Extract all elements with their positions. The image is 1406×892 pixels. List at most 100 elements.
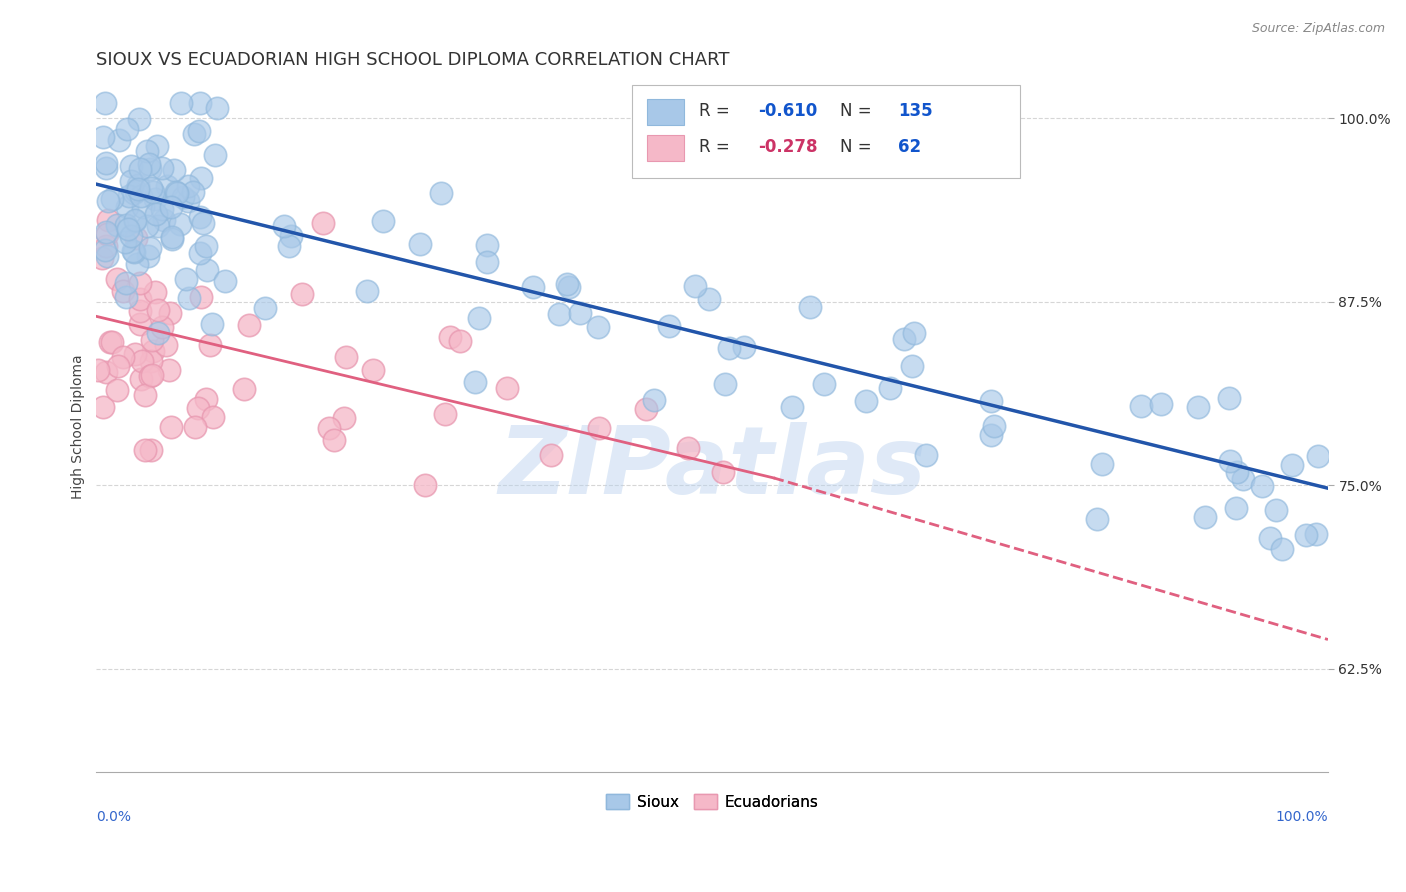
Point <box>129 276 152 290</box>
Point <box>232 382 254 396</box>
Point <box>124 347 146 361</box>
Point <box>177 194 200 209</box>
Point <box>128 112 150 127</box>
Point <box>141 442 163 457</box>
Point <box>214 274 236 288</box>
Point <box>108 133 131 147</box>
Point <box>356 284 378 298</box>
Point <box>1187 401 1209 415</box>
Point <box>194 392 217 406</box>
Point <box>879 381 901 395</box>
Point <box>115 200 138 214</box>
Point <box>634 401 657 416</box>
Point <box>101 192 124 206</box>
Point <box>127 178 149 193</box>
Point <box>87 363 110 377</box>
Point <box>146 219 169 233</box>
Text: R =: R = <box>699 102 734 120</box>
Point <box>187 401 209 415</box>
Point <box>893 332 915 346</box>
Point <box>464 375 486 389</box>
Point <box>291 287 314 301</box>
Point <box>139 368 162 383</box>
Point <box>855 393 877 408</box>
Point <box>799 300 821 314</box>
Point <box>105 384 128 398</box>
Point <box>658 319 681 334</box>
Point <box>254 301 277 315</box>
Text: ZIPatlas: ZIPatlas <box>498 422 927 514</box>
Point <box>129 317 152 331</box>
Point <box>136 249 159 263</box>
Point <box>449 334 471 348</box>
Point <box>568 306 591 320</box>
Point <box>547 307 569 321</box>
Point <box>139 241 162 255</box>
Point <box>94 96 117 111</box>
Point <box>813 377 835 392</box>
Point <box>159 306 181 320</box>
Text: 100.0%: 100.0% <box>1275 810 1327 823</box>
Point <box>318 421 340 435</box>
Point <box>1194 509 1216 524</box>
Text: N =: N = <box>841 138 877 156</box>
Point <box>96 156 118 170</box>
Point <box>1308 449 1330 463</box>
Point <box>141 368 163 382</box>
Point <box>181 185 204 199</box>
Point <box>475 255 498 269</box>
Point <box>588 421 610 435</box>
Point <box>122 186 145 200</box>
Point <box>160 200 183 214</box>
Point <box>322 433 344 447</box>
Point <box>915 448 938 462</box>
Point <box>1225 501 1247 516</box>
Point <box>1305 526 1327 541</box>
Point <box>1258 532 1281 546</box>
Point <box>96 227 118 241</box>
Point <box>1295 528 1317 542</box>
Point <box>94 161 117 175</box>
Point <box>142 185 165 199</box>
Point <box>157 362 180 376</box>
Point <box>150 202 173 216</box>
Point <box>117 122 139 136</box>
Point <box>683 278 706 293</box>
Point <box>200 338 222 352</box>
Point <box>273 219 295 234</box>
Point <box>540 448 562 462</box>
Point <box>114 235 136 249</box>
Point <box>202 409 225 424</box>
Point <box>135 144 157 158</box>
Point <box>190 290 212 304</box>
Point <box>177 292 200 306</box>
Point <box>901 359 924 373</box>
Point <box>475 238 498 252</box>
Point <box>94 225 117 239</box>
FancyBboxPatch shape <box>633 85 1021 178</box>
Point <box>120 228 142 243</box>
Point <box>105 271 128 285</box>
Point <box>980 394 1002 409</box>
Point <box>1271 542 1294 557</box>
Point <box>183 127 205 141</box>
Point <box>156 178 179 193</box>
Point <box>200 317 222 331</box>
Point <box>105 218 128 232</box>
Point <box>190 170 212 185</box>
Point <box>139 354 162 368</box>
Point <box>152 320 174 334</box>
Point <box>177 179 200 194</box>
Point <box>142 344 165 359</box>
Point <box>146 326 169 340</box>
Point <box>429 186 451 200</box>
Point <box>903 326 925 340</box>
Point <box>134 442 156 457</box>
Point <box>146 138 169 153</box>
Point <box>129 189 152 203</box>
Point <box>187 124 209 138</box>
Point <box>124 213 146 227</box>
Point <box>111 350 134 364</box>
Point <box>145 285 167 299</box>
Point <box>143 192 166 206</box>
